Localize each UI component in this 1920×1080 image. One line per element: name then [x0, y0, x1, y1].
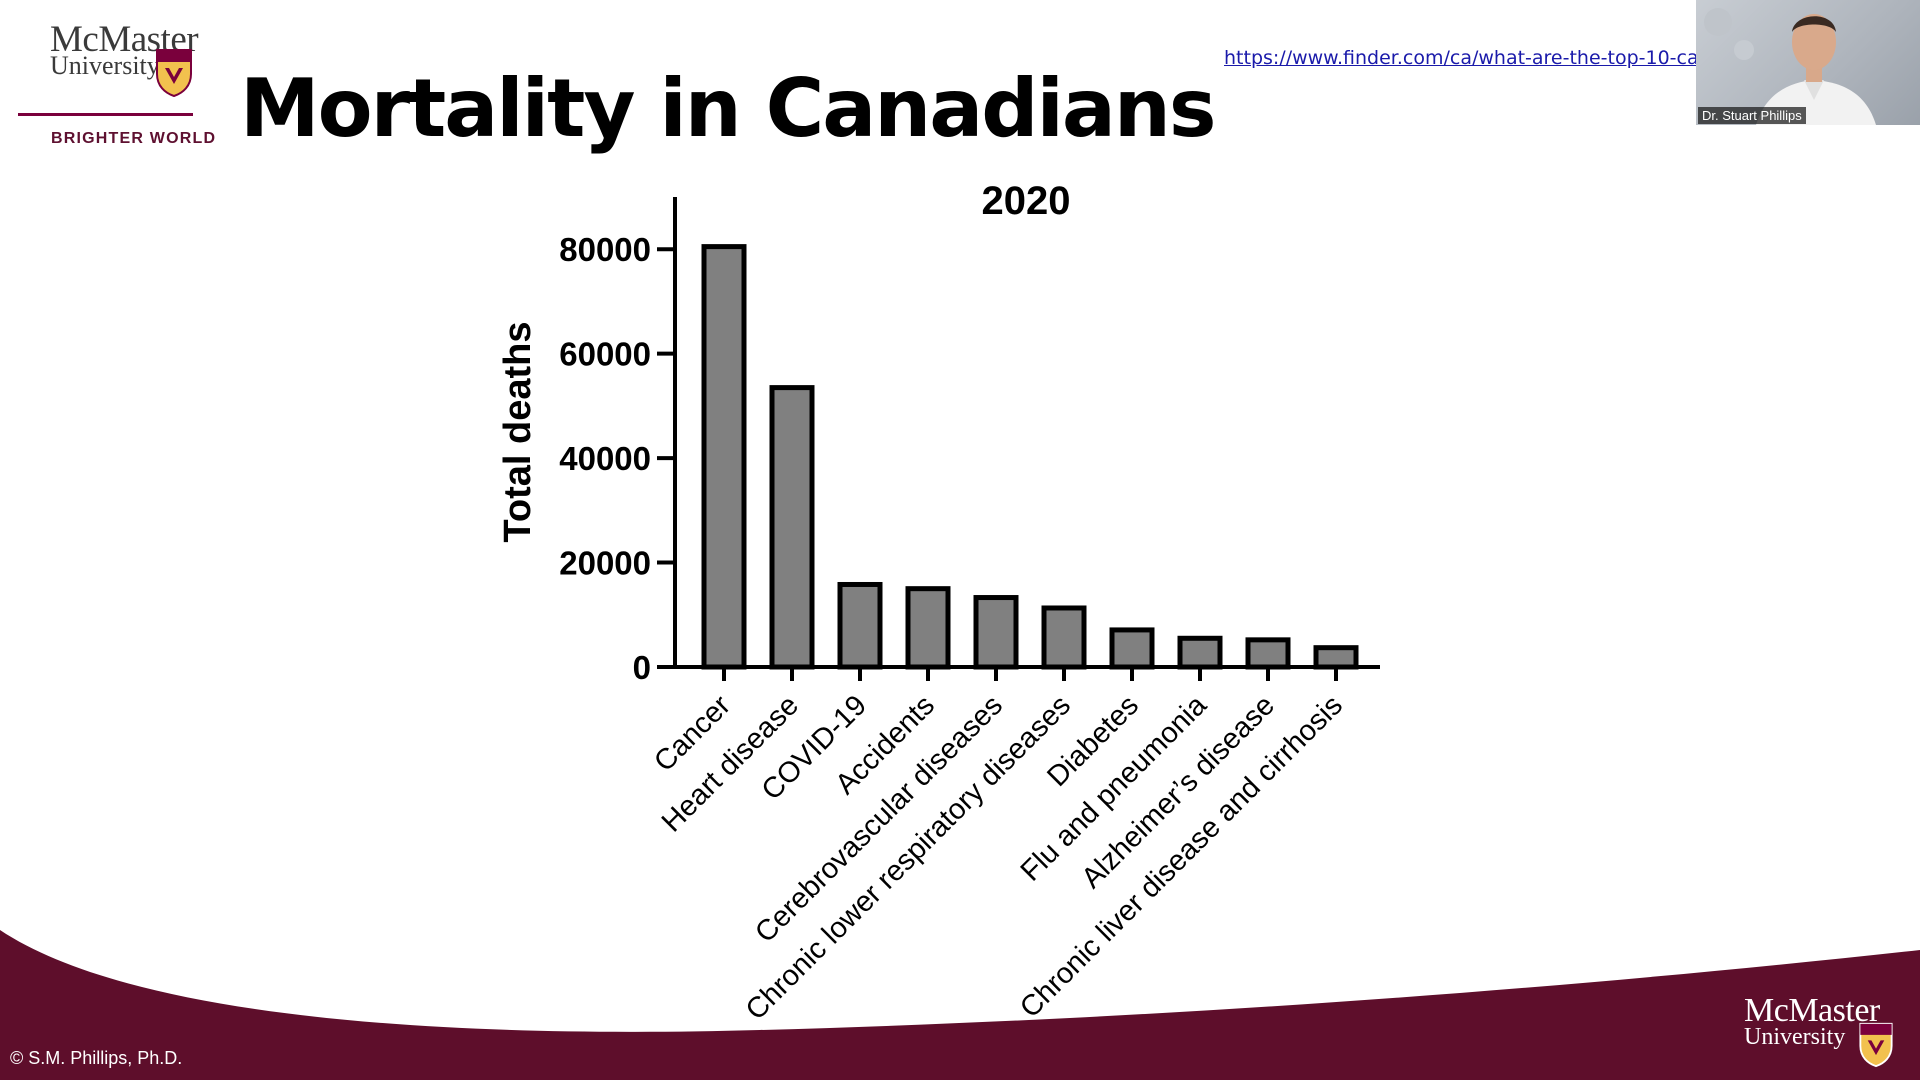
shield-icon [156, 49, 192, 98]
chart-title: 2020 [982, 179, 1071, 223]
source-link[interactable]: https://www.finder.com/ca/what-are-the-t… [1224, 47, 1696, 69]
y-axis-label: Total deaths [497, 322, 539, 543]
y-tick-label: 80000 [559, 231, 651, 268]
mcmaster-logo: McMaster University BRIGHTER WORLD [18, 18, 215, 153]
footer-logo-line2: University [1744, 1024, 1846, 1050]
shield-icon [1859, 1022, 1893, 1068]
logo-divider [18, 113, 193, 116]
bar [837, 581, 883, 670]
bar [1109, 627, 1155, 670]
participant-name: Dr. Stuart Phillips [1698, 107, 1806, 124]
y-tick-label: 60000 [559, 336, 651, 373]
slide-title: Mortality in Canadians [240, 62, 1216, 155]
footer-logo-line1: McMaster [1744, 992, 1880, 1029]
bar [1245, 637, 1291, 670]
bar [1177, 635, 1223, 670]
bar [1041, 605, 1087, 670]
y-tick-label: 40000 [559, 440, 651, 477]
logo-tagline: BRIGHTER WORLD [51, 130, 217, 147]
y-tick-label: 0 [633, 649, 651, 686]
bar [973, 595, 1019, 670]
bar [905, 586, 951, 670]
logo-wordmark-line2: University [50, 51, 160, 80]
bar [769, 385, 815, 670]
webcam-video[interactable]: Dr. Stuart Phillips [1696, 0, 1920, 125]
bar [701, 244, 747, 670]
copyright-text: © S.M. Phillips, Ph.D. [10, 1048, 183, 1068]
y-tick-label: 20000 [559, 545, 651, 582]
footer-logo: McMaster University [1740, 992, 1915, 1077]
bar [1313, 645, 1359, 670]
